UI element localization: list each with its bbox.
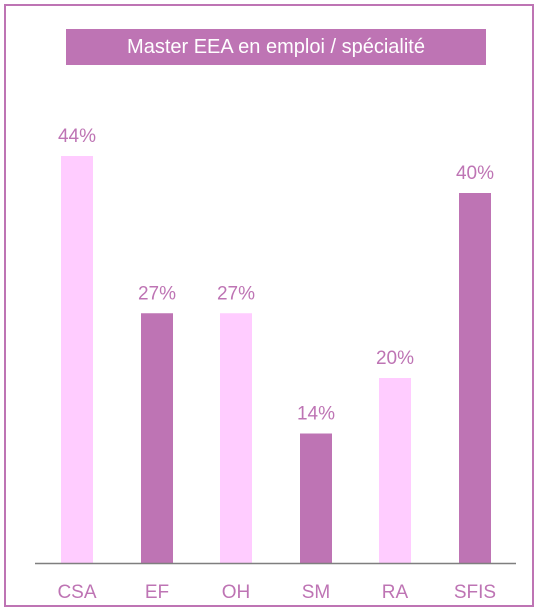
category-label-ef: EF bbox=[145, 582, 169, 603]
value-label-csa: 44% bbox=[58, 126, 96, 147]
bar-oh bbox=[220, 313, 252, 563]
value-label-sfis: 40% bbox=[456, 163, 494, 184]
category-label-oh: OH bbox=[222, 582, 251, 603]
value-label-sm: 14% bbox=[297, 404, 335, 425]
category-labels-group: CSA EF OH SM RA SFIS bbox=[57, 582, 496, 603]
chart-title: Master EEA en emploi / spécialité bbox=[66, 29, 486, 65]
bar-ra bbox=[379, 378, 411, 563]
value-label-oh: 27% bbox=[217, 283, 255, 304]
category-label-csa: CSA bbox=[57, 582, 96, 603]
bar-csa bbox=[61, 156, 93, 563]
category-label-sfis: SFIS bbox=[454, 582, 496, 603]
value-labels-group: 44% 27% 27% 14% 20% 40% bbox=[58, 126, 494, 425]
value-label-ef: 27% bbox=[138, 283, 176, 304]
bar-sm bbox=[300, 433, 332, 563]
bars-group bbox=[61, 156, 491, 563]
value-label-ra: 20% bbox=[376, 348, 414, 369]
bar-sfis bbox=[459, 193, 491, 563]
category-label-sm: SM bbox=[302, 582, 331, 603]
bar-ef bbox=[141, 313, 173, 563]
category-label-ra: RA bbox=[382, 582, 409, 603]
